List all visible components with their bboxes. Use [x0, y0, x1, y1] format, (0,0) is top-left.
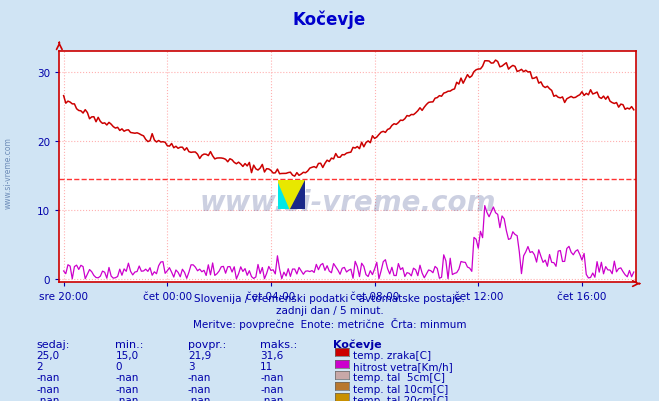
Text: Kočevje: Kočevje	[293, 10, 366, 28]
Text: 2: 2	[36, 361, 43, 371]
Text: temp. zraka[C]: temp. zraka[C]	[353, 350, 431, 360]
Text: hitrost vetra[Km/h]: hitrost vetra[Km/h]	[353, 361, 452, 371]
Text: 21,9: 21,9	[188, 350, 211, 360]
Text: -nan: -nan	[188, 384, 211, 394]
Text: Kočevje: Kočevje	[333, 339, 382, 349]
Text: temp. tal 10cm[C]: temp. tal 10cm[C]	[353, 384, 448, 394]
Text: www.si-vreme.com: www.si-vreme.com	[200, 188, 496, 216]
Text: -nan: -nan	[115, 384, 138, 394]
Text: -nan: -nan	[188, 373, 211, 383]
Polygon shape	[277, 180, 305, 209]
Text: www.si-vreme.com: www.si-vreme.com	[4, 137, 13, 208]
Text: -nan: -nan	[260, 384, 283, 394]
Text: -nan: -nan	[260, 373, 283, 383]
Text: Slovenija / vremenski podatki - avtomatske postaje.: Slovenija / vremenski podatki - avtomats…	[194, 294, 465, 304]
Polygon shape	[277, 180, 290, 209]
Text: Meritve: povprečne  Enote: metrične  Črta: minmum: Meritve: povprečne Enote: metrične Črta:…	[192, 318, 467, 330]
Text: povpr.:: povpr.:	[188, 339, 226, 349]
Text: 0: 0	[115, 361, 122, 371]
Text: maks.:: maks.:	[260, 339, 298, 349]
Text: -nan: -nan	[188, 395, 211, 401]
Text: -nan: -nan	[36, 395, 59, 401]
Text: sedaj:: sedaj:	[36, 339, 70, 349]
Text: temp. tal  5cm[C]: temp. tal 5cm[C]	[353, 373, 445, 383]
Text: -nan: -nan	[36, 373, 59, 383]
Text: -nan: -nan	[115, 395, 138, 401]
Text: -nan: -nan	[36, 384, 59, 394]
Text: min.:: min.:	[115, 339, 144, 349]
Text: 25,0: 25,0	[36, 350, 59, 360]
Text: -nan: -nan	[260, 395, 283, 401]
Text: -nan: -nan	[115, 373, 138, 383]
Text: 15,0: 15,0	[115, 350, 138, 360]
Polygon shape	[290, 180, 305, 209]
Text: temp. tal 20cm[C]: temp. tal 20cm[C]	[353, 395, 448, 401]
Text: 3: 3	[188, 361, 194, 371]
Text: 31,6: 31,6	[260, 350, 283, 360]
Text: 11: 11	[260, 361, 273, 371]
Text: zadnji dan / 5 minut.: zadnji dan / 5 minut.	[275, 306, 384, 316]
